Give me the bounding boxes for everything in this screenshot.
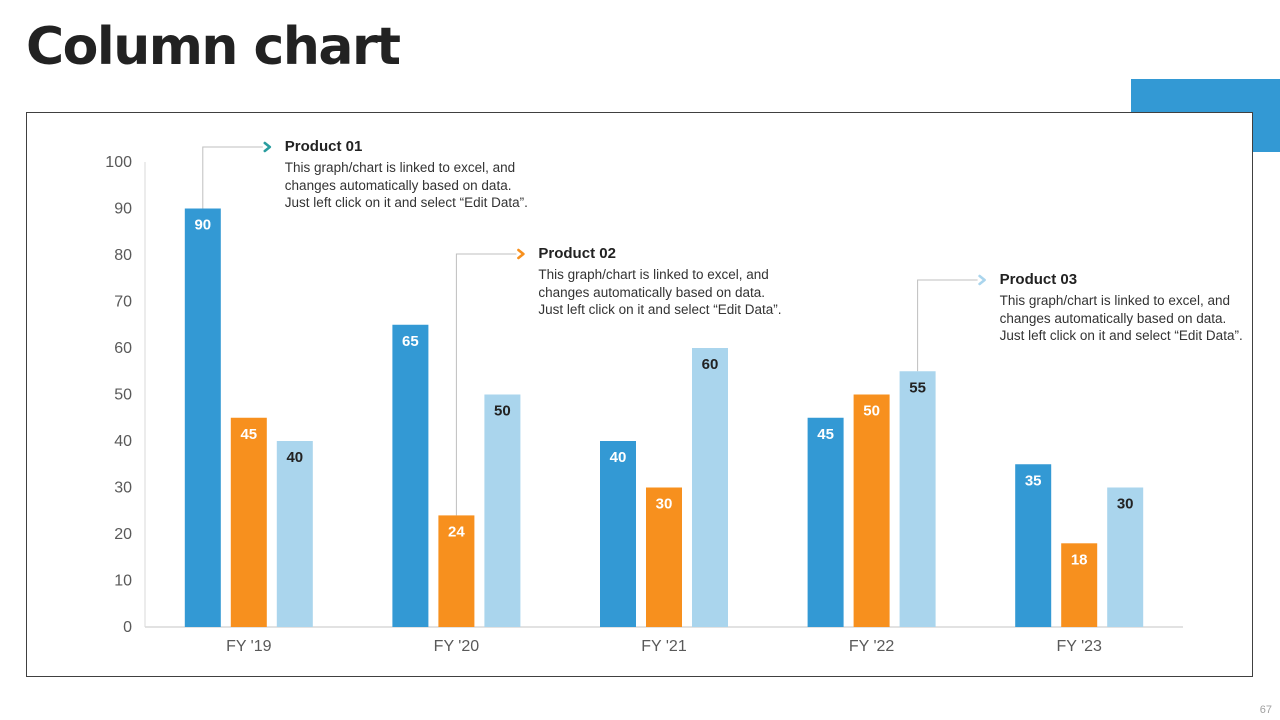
column-chart: 0 10 20 30 40 50 60 70 80 90 100 FY '19 FY '20 FY '21… [105,141,1183,655]
y-tick-label: 10 [114,573,132,590]
page-number: 67 [1259,704,1272,716]
y-tick-label: 90 [114,201,132,218]
bar [392,324,429,627]
callout-body-line: Just left click on it and select “Edit D… [999,328,1243,343]
x-tick-label: FY '22 [849,638,895,655]
chevron-right-icon [263,141,272,153]
bar-data-label: 40 [610,449,627,466]
chart-frame: 0 10 20 30 40 50 60 70 80 90 100 FY '19 FY '20 FY '21… [26,112,1253,677]
bar [484,394,521,627]
y-tick-label: 0 [123,619,132,636]
y-tick-label: 70 [114,294,132,311]
bar-data-label: 40 [286,449,303,466]
bar [646,487,682,627]
callout-body-line: Just left click on it and select “Edit D… [538,302,782,317]
y-tick-label: 50 [114,387,132,404]
bar-data-label: 45 [240,426,257,443]
callout-product-2: Product 02 This graph/chart is linked to … [538,245,828,319]
bar [807,417,844,627]
callout-body-line: This graph/chart is linked to excel, and [999,293,1230,308]
bar-data-label: 50 [863,403,880,420]
bar-data-label: 60 [702,356,719,373]
bar-data-label: 55 [909,379,926,396]
callout-leader-line [455,253,517,516]
x-tick-label: FY '19 [226,638,272,655]
bar [1061,543,1098,627]
bar [1107,487,1144,627]
callout-product-1: Product 01 This graph/chart is linked to … [285,138,575,212]
bar-data-label: 50 [494,403,511,420]
slide-title: Column chart [26,17,401,77]
callout-body: This graph/chart is linked to excel, and… [1000,292,1280,345]
bar-data-label: 45 [817,426,834,443]
bar [1015,464,1052,627]
chevron-right-icon [517,248,525,260]
bar [438,515,475,627]
callout-body-line: changes automatically based on data. [999,310,1227,326]
callout-leader-line [917,279,978,372]
callout-title: Product 03 [999,271,1078,288]
y-tick-label: 20 [114,526,132,543]
bar [853,394,890,627]
callout-title: Product 01 [284,138,363,155]
callout-body-line: Just left click on it and select “Edit D… [284,195,528,210]
y-tick-label: 30 [114,480,132,497]
callout-body-line: This graph/chart is linked to excel, and [538,267,769,282]
bar [899,371,936,627]
bar-data-label: 30 [1117,496,1134,513]
bar-data-label: 18 [1071,551,1088,568]
y-tick-label: 80 [114,247,132,264]
bar [184,208,221,627]
bar [600,441,636,627]
bar [276,441,313,627]
bar-data-label: 30 [656,496,673,513]
callout-body-line: This graph/chart is linked to excel, and [284,160,516,175]
chevron-right-icon [978,274,986,286]
bar-data-label: 35 [1025,472,1042,489]
callout-body-line: changes automatically based on data. [538,284,766,300]
callout-title: Product 02 [538,245,616,262]
x-tick-label: FY '21 [641,638,687,655]
bar-data-label: 65 [402,333,419,350]
callout-body: This graph/chart is linked to excel, and… [538,266,828,319]
callout-leader-line [202,146,263,209]
callout-product-3: Product 03 This graph/chart is linked to … [1000,271,1280,345]
callout-body: This graph/chart is linked to excel, and… [285,159,575,212]
x-tick-label: FY '20 [434,638,480,655]
bar-data-label: 90 [194,217,211,234]
y-tick-label: 100 [105,154,132,171]
bar-data-label: 24 [448,523,465,540]
bar [692,348,728,627]
y-tick-label: 60 [114,340,132,357]
y-tick-label: 40 [114,433,132,450]
bar [230,417,267,627]
x-tick-label: FY '23 [1056,638,1102,655]
callout-body-line: changes automatically based on data. [284,177,512,193]
